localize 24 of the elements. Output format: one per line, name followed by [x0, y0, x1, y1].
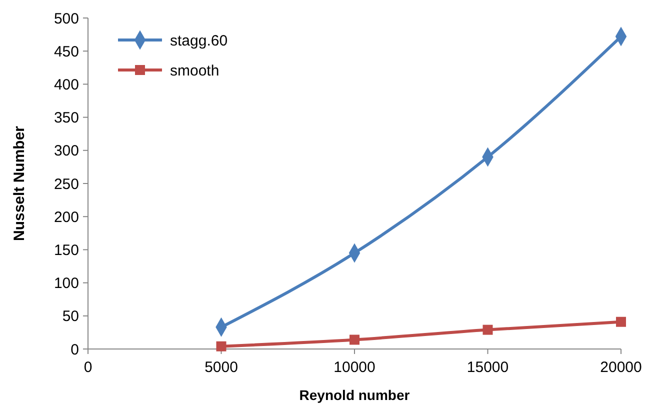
point	[482, 324, 493, 335]
point	[216, 341, 226, 352]
y-tick-label: 400	[54, 76, 79, 94]
y-tick-label: 350	[54, 110, 79, 127]
y-axis-title: Nusselt Number	[11, 126, 28, 242]
point	[350, 334, 360, 345]
y-tick-label: 150	[54, 242, 79, 259]
legend-label: stagg.60	[170, 32, 228, 50]
x-tick-label: 5000	[204, 359, 238, 376]
x-tick-label: 15000	[466, 359, 509, 376]
y-tick-label: 300	[54, 142, 79, 160]
y-tick-label: 100	[54, 275, 79, 292]
y-tick-label: 250	[54, 176, 79, 193]
x-tick-label: 20000	[600, 359, 642, 376]
x-tick-label: 10000	[334, 359, 376, 376]
y-tick-label: 200	[54, 208, 79, 226]
y-tick-label: 500	[54, 10, 79, 28]
y-tick-label: 0	[70, 341, 79, 358]
legend-label: smooth	[170, 62, 220, 80]
point	[616, 316, 626, 327]
x-axis-title: Reynold number	[299, 387, 410, 403]
y-tick-label: 450	[54, 43, 79, 60]
y-tick-label: 50	[62, 308, 79, 326]
x-tick-label: 0	[84, 359, 92, 376]
